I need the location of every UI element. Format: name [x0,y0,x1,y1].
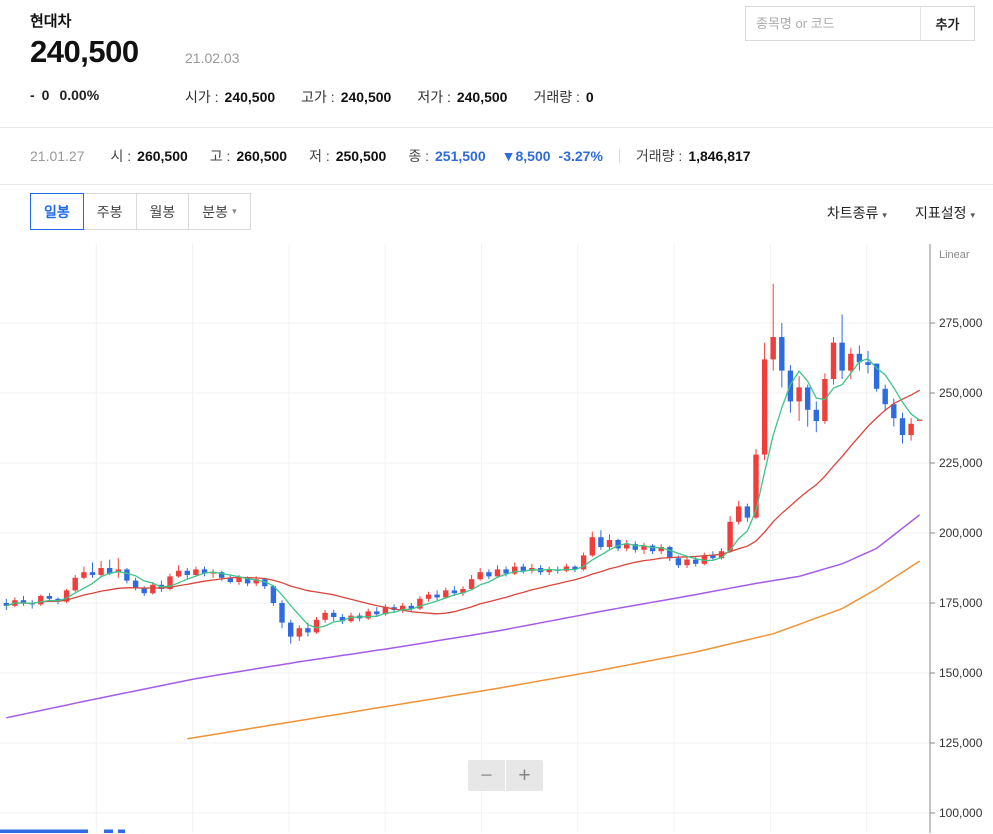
current-price: 240,500 [30,34,139,69]
period-tabs: 일봉 주봉 월봉 분봉 ▾ [30,193,251,230]
svg-text:Linear: Linear [939,249,970,261]
indicator-settings-menu[interactable]: 지표설정 ▾ [914,205,975,221]
chevron-down-icon: ▾ [232,206,237,216]
chart-area: 275,000 250,000 225,000 200,000 175,000 150,0… [0,244,993,833]
tab-monthly[interactable]: 월봉 [135,193,190,230]
price-change: -0 0.00% [30,87,99,103]
stat-volume: 거래량 :0 [533,89,594,105]
daily-stats: 시가 :240,500 고가 :240,500 저가 :240,500 거래량 … [185,87,594,107]
price-candlestick-chart[interactable]: 275,000 250,000 225,000 200,000 175,000 150,0… [0,244,993,833]
stock-header: 현대차 240,500 21.02.03 -0 0.00% 시가 :240,500… [0,0,993,128]
stat-high: 고가 :240,500 [301,89,392,105]
zoom-in-button[interactable]: + [506,760,543,791]
info-change-value: 8,500 [515,148,551,164]
stat-low: 저가 :240,500 [417,89,508,105]
svg-text:200,000: 200,000 [939,526,983,540]
info-date: 21.01.27 [30,148,85,164]
info-change: ▼8,500 -3.27% [502,148,603,164]
info-volume: 거래량 :1,846,817 [635,148,751,164]
chevron-down-icon: ▾ [882,210,887,220]
price-date: 21.02.03 [185,50,240,66]
svg-text:250,000: 250,000 [939,386,983,400]
svg-text:175,000: 175,000 [939,596,983,610]
chevron-down-icon: ▾ [970,210,975,220]
stock-search-input[interactable] [746,7,920,40]
change-sign: - [30,87,35,103]
info-open: 시 :260,500 [110,148,188,164]
stock-name: 현대차 [30,13,72,30]
svg-text:150,000: 150,000 [939,666,983,680]
change-value: 0 [41,87,50,103]
svg-text:125,000: 125,000 [939,736,983,750]
add-stock-button[interactable]: 추가 [920,7,974,40]
tab-minute[interactable]: 분봉 ▾ [188,193,251,230]
zoom-out-button[interactable]: − [468,760,505,791]
tab-weekly[interactable]: 주봉 [82,193,137,230]
info-change-percent: -3.27% [558,148,603,164]
chart-type-menu[interactable]: 차트종류 ▾ [826,205,887,221]
info-low: 저 :250,500 [309,148,387,164]
info-high: 고 :260,500 [209,148,288,164]
divider [618,149,620,163]
zoom-controls: − + [468,760,543,791]
change-percent: 0.00% [59,87,100,103]
stat-open: 시가 :240,500 [185,89,276,105]
chart-toolbar: 일봉 주봉 월봉 분봉 ▾ 차트종류 ▾ 지표설정 ▾ [0,185,993,244]
stock-search-box: 추가 [745,6,975,41]
svg-text:225,000: 225,000 [939,456,983,470]
info-close: 종 :251,500 [408,148,486,164]
svg-text:275,000: 275,000 [939,316,983,330]
tab-daily[interactable]: 일봉 [30,193,84,230]
candle-info-bar: 21.01.27 시 :260,500 고 :260,500 저 :250,50… [0,128,993,185]
svg-text:100,000: 100,000 [939,806,983,820]
down-triangle-icon: ▼ [501,148,516,164]
chart-menus: 차트종류 ▾ 지표설정 ▾ [827,193,975,223]
